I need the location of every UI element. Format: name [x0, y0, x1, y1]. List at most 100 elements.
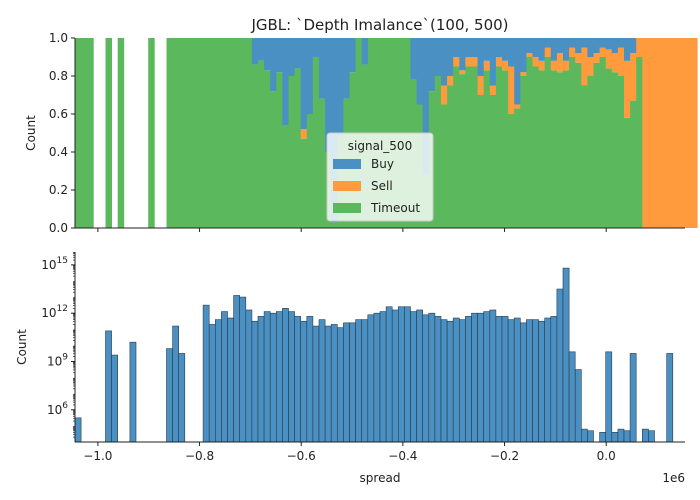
- bar-timeout: [563, 70, 570, 228]
- bar-sell: [526, 53, 533, 57]
- bar-sell: [520, 72, 527, 76]
- bar-buy: [569, 38, 576, 48]
- top-ylabel: Count: [24, 115, 38, 151]
- bar-buy: [563, 38, 570, 61]
- histogram-bar: [422, 314, 430, 443]
- bar-buy: [489, 38, 497, 86]
- histogram-bar: [397, 306, 405, 443]
- bar-timeout: [105, 38, 112, 228]
- bar-buy: [264, 38, 271, 71]
- bar-sell: [642, 38, 649, 228]
- bar-buy: [331, 38, 338, 223]
- bar-sell: [624, 60, 631, 118]
- bar-buy: [361, 38, 369, 65]
- bar-timeout: [508, 114, 515, 228]
- bar-timeout: [489, 95, 497, 228]
- histogram-bar: [202, 304, 210, 443]
- bottom-axes: 106 109 1012 1015 −1.0 −0.8 −0.6 −0.4 −0.2 0.0: [41, 252, 685, 463]
- bottom-y-tick-label: 1012: [41, 304, 68, 320]
- bottom-y-tick-label: 109: [47, 352, 68, 368]
- histogram-bar: [172, 325, 180, 443]
- bar-buy: [544, 38, 552, 48]
- bar-buy: [282, 38, 289, 126]
- bar-buy: [538, 38, 546, 61]
- histogram-bar: [379, 311, 387, 443]
- top-y-tick-label: 0.8: [49, 69, 68, 83]
- bar-sell: [581, 47, 588, 86]
- bar-sell: [599, 47, 607, 57]
- bottom-xlabel: spread: [360, 471, 401, 485]
- bar-sell: [556, 53, 564, 73]
- bar-timeout: [331, 222, 338, 228]
- bar-timeout: [203, 38, 210, 228]
- histogram-bar: [245, 309, 253, 443]
- bar-sell: [593, 53, 600, 63]
- bar-buy: [575, 38, 582, 54]
- histogram-bar: [336, 327, 344, 443]
- bar-sell: [508, 66, 515, 114]
- histogram-bar: [410, 311, 417, 443]
- bar-timeout: [75, 38, 82, 228]
- bar-timeout: [550, 70, 558, 228]
- bar-buy: [416, 38, 424, 105]
- bar-timeout: [575, 62, 582, 229]
- histogram-bar: [324, 325, 332, 443]
- bar-buy: [550, 38, 558, 61]
- histogram-bar: [513, 317, 521, 443]
- bar-buy: [617, 38, 625, 48]
- bar-timeout: [459, 74, 466, 228]
- bar-timeout: [227, 38, 234, 228]
- bar-timeout: [471, 66, 478, 228]
- bar-timeout: [178, 38, 186, 228]
- histogram-bar: [629, 353, 637, 443]
- bar-timeout: [148, 38, 155, 228]
- bar-buy: [343, 38, 350, 99]
- bar-timeout: [300, 138, 308, 228]
- histogram-bar: [391, 309, 399, 443]
- bar-buy: [441, 38, 448, 86]
- histogram-bar: [318, 319, 326, 443]
- histogram-bar: [373, 312, 381, 443]
- histogram-bar: [105, 330, 112, 443]
- bar-timeout: [258, 60, 265, 228]
- bar-sell: [453, 57, 460, 67]
- bar-buy: [337, 38, 344, 137]
- bar-sell: [495, 57, 503, 67]
- histogram-bar: [282, 308, 289, 443]
- bar-timeout: [87, 38, 94, 228]
- bar-timeout: [245, 38, 253, 228]
- histogram-bar: [306, 316, 314, 443]
- bar-timeout: [569, 57, 576, 228]
- histogram-bar: [532, 319, 539, 443]
- legend-entry-buy: Buy: [371, 157, 394, 171]
- bar-timeout: [636, 57, 643, 228]
- bar-timeout: [306, 114, 314, 228]
- bar-buy: [532, 38, 539, 57]
- histogram-bar: [605, 351, 613, 443]
- histogram-bar: [416, 309, 424, 443]
- bar-sell: [636, 38, 643, 57]
- histogram-bar: [434, 316, 442, 443]
- legend: signal_500 Buy Sell Timeout: [326, 132, 434, 222]
- histogram-bar: [178, 353, 186, 443]
- histogram-bar: [641, 428, 649, 443]
- top-axes: 0.0 0.2 0.4 0.6 0.8 1.0: [49, 31, 685, 235]
- histogram-bar: [385, 306, 393, 443]
- histogram-bar: [617, 428, 625, 443]
- histogram-bar: [483, 311, 491, 443]
- bar-timeout: [630, 100, 637, 228]
- bar-sell: [685, 38, 692, 228]
- bar-buy: [611, 38, 619, 54]
- histogram-bar: [221, 311, 228, 443]
- bar-timeout: [532, 66, 539, 228]
- bar-buy: [471, 38, 478, 57]
- bar-sell: [648, 38, 655, 228]
- histogram-bar: [611, 432, 619, 443]
- bar-timeout: [514, 108, 521, 228]
- histogram-bar: [404, 306, 411, 443]
- histogram-bar: [458, 319, 466, 443]
- bar-timeout: [520, 76, 527, 228]
- histogram-bar: [599, 432, 606, 443]
- top-panel: 0.0 0.2 0.4 0.6 0.8 1.0 Count signal_500 Buy …: [24, 31, 698, 235]
